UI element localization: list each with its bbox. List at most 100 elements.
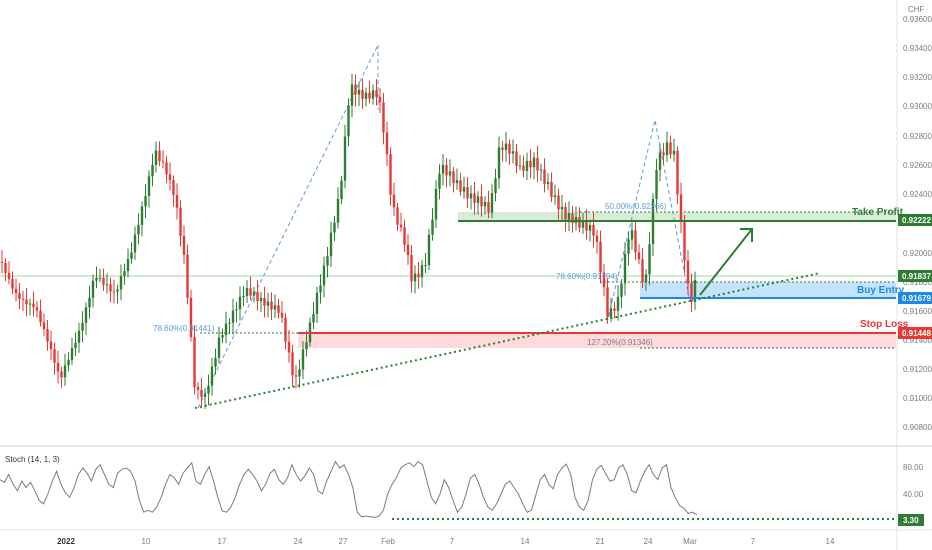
price-tick: 0.91400 bbox=[903, 336, 932, 345]
candle-body bbox=[515, 151, 518, 166]
time-tick: 21 bbox=[596, 537, 605, 546]
candle-body bbox=[326, 256, 329, 266]
candle-body bbox=[287, 341, 291, 353]
price-tick: 0.91000 bbox=[903, 394, 932, 403]
candle-body bbox=[480, 196, 483, 207]
candle-body bbox=[168, 174, 172, 180]
swing-line-3 bbox=[606, 119, 691, 324]
take-profit-badge-text: 0.92222 bbox=[902, 216, 931, 225]
projection-arrow-shaft bbox=[699, 228, 753, 296]
price-tick: 0.93600 bbox=[903, 15, 932, 24]
candle-body bbox=[354, 84, 357, 95]
candle-body bbox=[63, 365, 67, 378]
price-tick: 0.93000 bbox=[903, 102, 932, 111]
candle-body bbox=[347, 105, 350, 137]
time-tick: 7 bbox=[751, 537, 756, 546]
time-tick: 2022 bbox=[57, 537, 75, 546]
candle-body bbox=[588, 224, 592, 231]
candle-body bbox=[91, 280, 95, 298]
candle-body bbox=[396, 207, 399, 225]
candle-body bbox=[543, 169, 546, 185]
candle-body bbox=[4, 263, 7, 273]
candle-body bbox=[679, 194, 683, 223]
candle-body bbox=[473, 193, 476, 203]
candle-body bbox=[259, 297, 263, 302]
candle-body bbox=[291, 352, 294, 376]
candle-body bbox=[693, 279, 697, 302]
candle-body bbox=[357, 89, 361, 95]
candle-body bbox=[690, 283, 693, 302]
price-tick: 0.92400 bbox=[903, 190, 932, 199]
time-tick: Mar bbox=[683, 537, 697, 546]
fib-annotation-1272: 127.20%(0.91346) bbox=[587, 338, 653, 347]
candle-body bbox=[648, 244, 651, 275]
candle-body bbox=[102, 277, 105, 285]
candle-body bbox=[25, 299, 28, 305]
candle-body bbox=[462, 187, 466, 192]
candle-body bbox=[417, 273, 420, 278]
candle-body bbox=[46, 329, 49, 342]
candle-body bbox=[438, 173, 441, 189]
candle-body bbox=[683, 222, 686, 261]
candle-body bbox=[116, 289, 119, 292]
candle-body bbox=[126, 258, 130, 272]
candle-body bbox=[193, 337, 196, 388]
candle-body bbox=[70, 348, 74, 360]
candle-body bbox=[210, 366, 214, 386]
candle-body bbox=[445, 164, 448, 176]
candle-body bbox=[74, 342, 77, 349]
candle-body bbox=[273, 305, 277, 310]
candle-body bbox=[270, 301, 273, 310]
candle-body bbox=[214, 357, 217, 367]
candle-body bbox=[637, 252, 641, 260]
candle-body bbox=[525, 160, 529, 171]
candle-body bbox=[571, 213, 574, 223]
candle-body bbox=[319, 285, 322, 293]
candle-body bbox=[340, 180, 343, 200]
candle-body bbox=[154, 150, 158, 165]
candle-body bbox=[539, 169, 543, 171]
stoch-line bbox=[0, 460, 698, 518]
candle-body bbox=[123, 271, 126, 277]
candle-body bbox=[315, 292, 319, 314]
candle-body bbox=[112, 291, 116, 293]
candle-body bbox=[161, 161, 165, 163]
price-tick: 0.93400 bbox=[903, 44, 932, 53]
candle-body bbox=[452, 171, 455, 184]
candle-body bbox=[221, 334, 224, 338]
candle-body bbox=[88, 297, 91, 308]
candle-body bbox=[298, 369, 301, 377]
candle-body bbox=[672, 150, 676, 155]
candle-body bbox=[305, 342, 308, 350]
candle-body bbox=[546, 181, 550, 185]
candle-body bbox=[56, 362, 60, 372]
candle-body bbox=[32, 303, 35, 308]
candle-body bbox=[490, 193, 494, 213]
time-tick: 17 bbox=[218, 537, 227, 546]
candle-body bbox=[529, 160, 532, 168]
buy-entry-zone bbox=[640, 282, 896, 298]
candle-body bbox=[277, 305, 280, 313]
take-profit-label: Take Profit bbox=[852, 207, 904, 218]
candle-body bbox=[518, 165, 522, 167]
candle-body bbox=[385, 132, 389, 155]
candle-body bbox=[620, 283, 623, 297]
candle-body bbox=[413, 273, 417, 282]
candle-body bbox=[256, 292, 259, 302]
candle-body bbox=[228, 322, 231, 324]
candle-body bbox=[641, 259, 644, 283]
price-tick: 0.91200 bbox=[903, 365, 932, 374]
time-tick: 10 bbox=[142, 537, 151, 546]
candle-body bbox=[686, 260, 690, 284]
candle-body bbox=[147, 176, 151, 196]
candle-body bbox=[368, 92, 371, 99]
price-tick: 0.92800 bbox=[903, 132, 932, 141]
candle-body bbox=[595, 235, 599, 242]
candle-body bbox=[186, 254, 189, 298]
candle-body bbox=[137, 224, 140, 235]
candle-body bbox=[665, 142, 669, 156]
candle-body bbox=[0, 262, 4, 264]
candle-body bbox=[242, 295, 245, 297]
candle-body bbox=[361, 89, 364, 99]
projection-arrow-head bbox=[740, 228, 753, 242]
